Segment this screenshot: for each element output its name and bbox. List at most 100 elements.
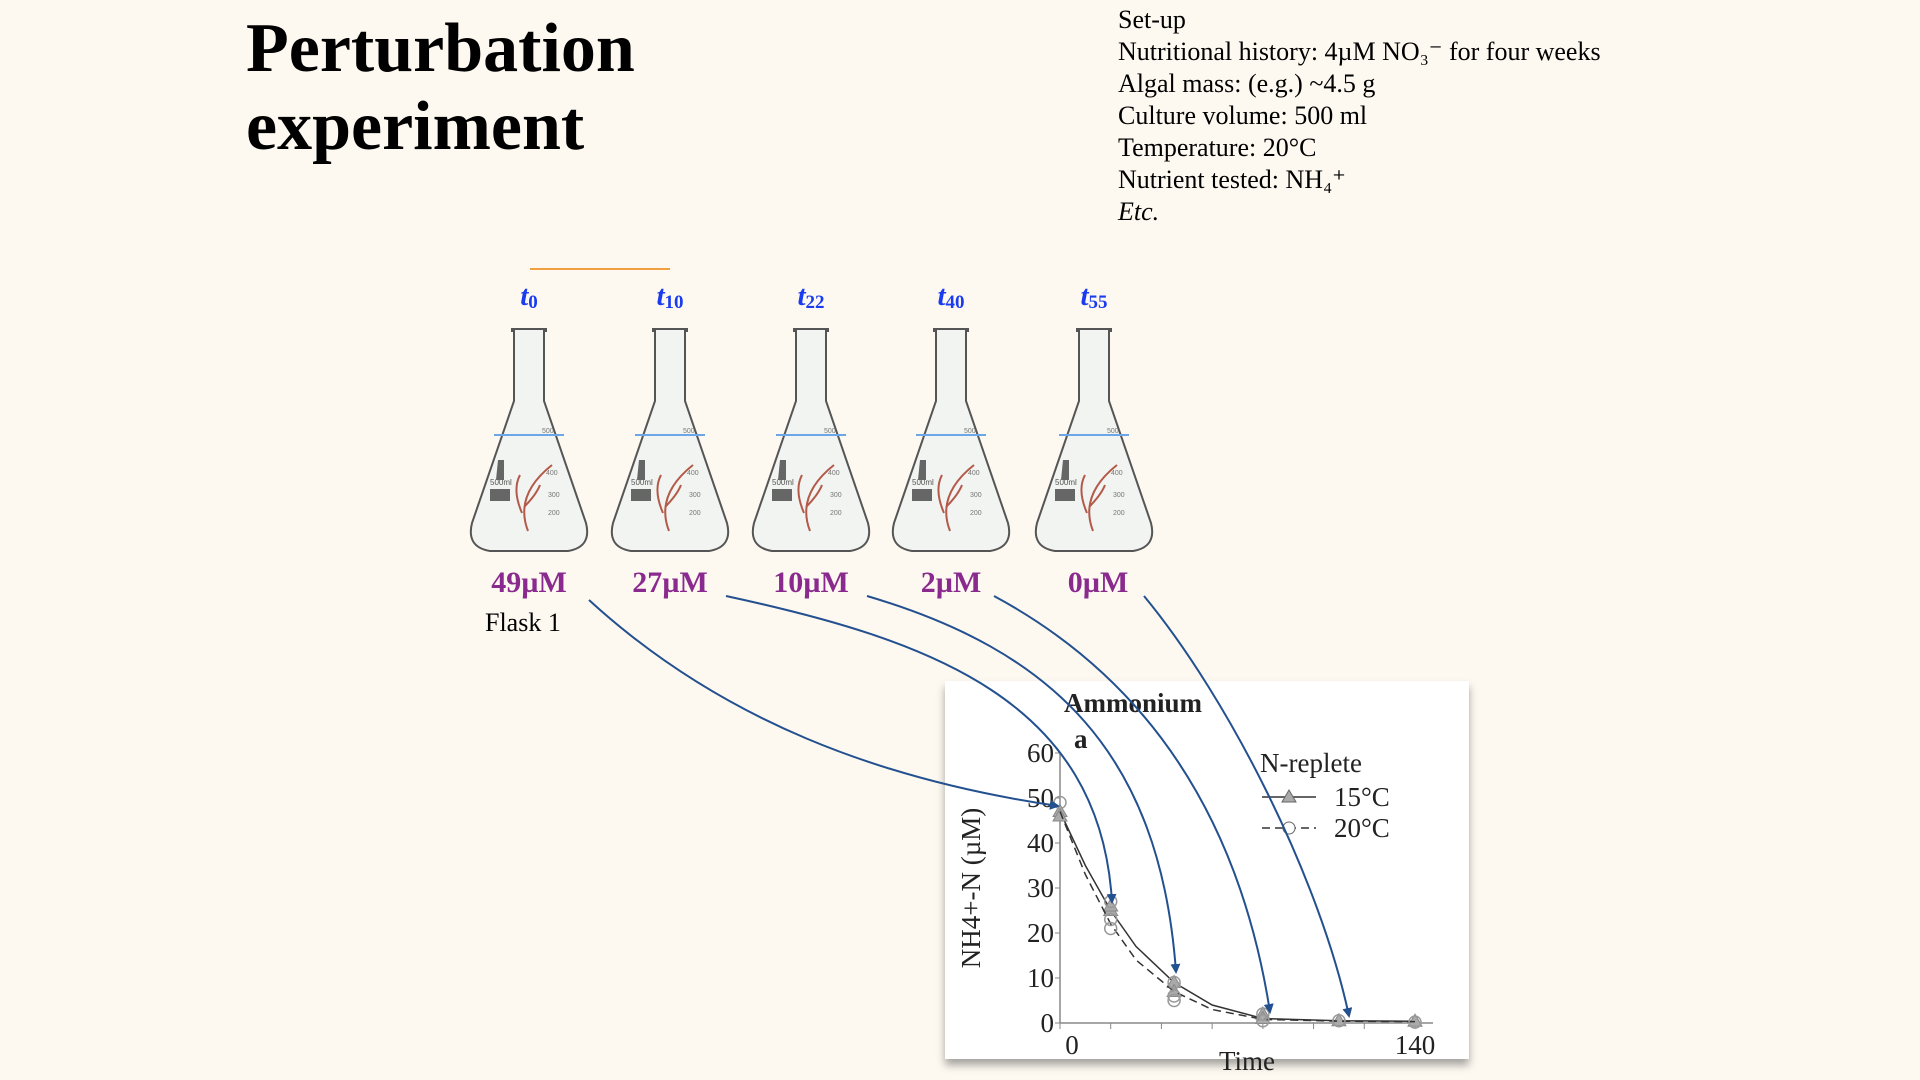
erlenmeyer-flask-icon: 500 400 300 200 500ml — [746, 325, 876, 557]
time-subscript: 0 — [528, 292, 538, 313]
y-tick-label: 0 — [1041, 1008, 1055, 1038]
svg-text:200: 200 — [830, 510, 842, 517]
svg-text:400: 400 — [968, 470, 980, 477]
time-label-0: t0 — [489, 280, 569, 314]
y-tick-label: 20 — [1027, 918, 1054, 948]
time-letter: t — [1080, 280, 1089, 312]
svg-text:500ml: 500ml — [631, 478, 653, 487]
svg-text:200: 200 — [1113, 510, 1125, 517]
erlenmeyer-flask-icon: 500 400 300 200 500ml — [605, 325, 735, 557]
svg-text:300: 300 — [689, 492, 701, 499]
data-point-triangle — [1331, 1012, 1347, 1027]
svg-text:500: 500 — [542, 428, 554, 435]
data-point-circle — [1103, 921, 1118, 936]
legend-label: 20°C — [1334, 813, 1390, 843]
data-point-circle — [1103, 912, 1118, 927]
concentration-label: 0µM — [1067, 566, 1129, 599]
time-letter: t — [797, 280, 806, 312]
svg-text:500: 500 — [683, 428, 695, 435]
x-axis-label: Time — [1219, 1046, 1275, 1076]
data-point-circle — [1256, 1007, 1270, 1021]
x-tick-label: 140 — [1395, 1030, 1436, 1060]
svg-text:300: 300 — [830, 492, 842, 499]
setup-list: Set-up Nutritional history: 4µM NO₃⁻ for… — [1118, 4, 1601, 228]
y-tick-label: 30 — [1027, 873, 1054, 903]
data-point-circle — [1256, 1014, 1270, 1028]
arrows — [588, 595, 1353, 1018]
svg-text:500: 500 — [1107, 428, 1119, 435]
svg-text:300: 300 — [548, 492, 560, 499]
time-subscript: 55 — [1088, 292, 1108, 313]
svg-text:400: 400 — [546, 470, 558, 477]
time-letter: t — [520, 280, 529, 312]
legend-title: N-replete — [1260, 748, 1362, 778]
svg-text:500: 500 — [964, 428, 976, 435]
y-tick-label: 10 — [1027, 963, 1054, 993]
svg-text:400: 400 — [1111, 470, 1123, 477]
page-title: Perturbation experiment — [246, 10, 635, 166]
time-subscript: 22 — [805, 292, 825, 313]
data-point-circle — [1167, 975, 1181, 990]
arrow-flask-1 — [588, 599, 1060, 810]
svg-text:200: 200 — [689, 510, 701, 517]
erlenmeyer-flask-icon: 500 400 300 200 500ml — [1029, 325, 1159, 557]
legend-label: 15°C — [1334, 782, 1390, 812]
concentration-label: 27µM — [632, 566, 708, 599]
arrow-flask-3 — [866, 595, 1181, 974]
chart-panel — [945, 681, 1469, 1059]
y-tick-label: 40 — [1027, 828, 1054, 858]
data-point-circle — [1167, 989, 1181, 1003]
svg-text:500ml: 500ml — [1055, 478, 1077, 487]
time-subscript: 10 — [664, 292, 684, 313]
svg-text:300: 300 — [970, 492, 982, 499]
svg-text:400: 400 — [687, 470, 699, 477]
y-tick-label: 50 — [1027, 783, 1054, 813]
concentration-label: 10µM — [773, 566, 849, 599]
erlenmeyer-flask-icon: 500 400 300 200 500ml — [464, 325, 594, 557]
erlenmeyer-flask-icon: 500 400 300 200 500ml — [886, 325, 1016, 557]
data-point-triangle — [1407, 1013, 1423, 1027]
setup-heading: Set-up — [1118, 5, 1186, 34]
concentration-label: 49µM — [491, 566, 567, 599]
svg-text:200: 200 — [970, 510, 982, 517]
svg-text:400: 400 — [828, 470, 840, 477]
setup-nutritional-history: Nutritional history: 4µM NO₃⁻ for four w… — [1118, 37, 1601, 66]
time-letter: t — [937, 280, 946, 312]
svg-text:500: 500 — [824, 428, 836, 435]
y-axis-label: NH4+-N (µM) — [956, 808, 986, 969]
data-point-circle — [1332, 1014, 1346, 1028]
time-label-3: t40 — [911, 280, 991, 314]
data-point-triangle — [1254, 1010, 1271, 1024]
concentration-label: 2µM — [920, 566, 982, 599]
title-line-1: Perturbation — [246, 10, 635, 87]
arrow-flask-5 — [1143, 595, 1353, 1018]
data-point-circle — [1167, 993, 1181, 1008]
time-letter: t — [656, 280, 665, 312]
arrow-flask-4 — [993, 595, 1274, 1014]
panel-label: a — [1074, 724, 1088, 754]
time-label-1: t10 — [630, 280, 710, 314]
svg-text:500ml: 500ml — [490, 478, 512, 487]
data-point-triangle — [1052, 808, 1068, 822]
data-point-circle — [1408, 1015, 1422, 1029]
y-tick-label: 60 — [1027, 738, 1054, 768]
setup-culture-volume: Culture volume: 500 ml — [1118, 101, 1368, 130]
flask-1-label: Flask 1 — [485, 608, 561, 637]
arrow-flask-2 — [725, 595, 1117, 904]
setup-etc: Etc. — [1118, 197, 1160, 226]
svg-text:200: 200 — [548, 510, 560, 517]
data-point-triangle — [1102, 898, 1119, 912]
setup-algal-mass: Algal mass: (e.g.) ~4.5 g — [1118, 69, 1376, 98]
title-line-2: experiment — [246, 88, 585, 165]
time-subscript: 40 — [945, 292, 965, 313]
x-tick-label: 0 — [1065, 1030, 1079, 1060]
svg-text:500ml: 500ml — [912, 478, 934, 487]
legend-triangle-icon — [1281, 789, 1297, 803]
svg-text:500ml: 500ml — [772, 478, 794, 487]
accent-divider — [530, 268, 670, 270]
time-label-2: t22 — [771, 280, 851, 314]
time-label-4: t55 — [1054, 280, 1134, 314]
svg-text:300: 300 — [1113, 492, 1125, 499]
setup-nutrient-tested: Nutrient tested: NH₄⁺ — [1118, 165, 1346, 194]
